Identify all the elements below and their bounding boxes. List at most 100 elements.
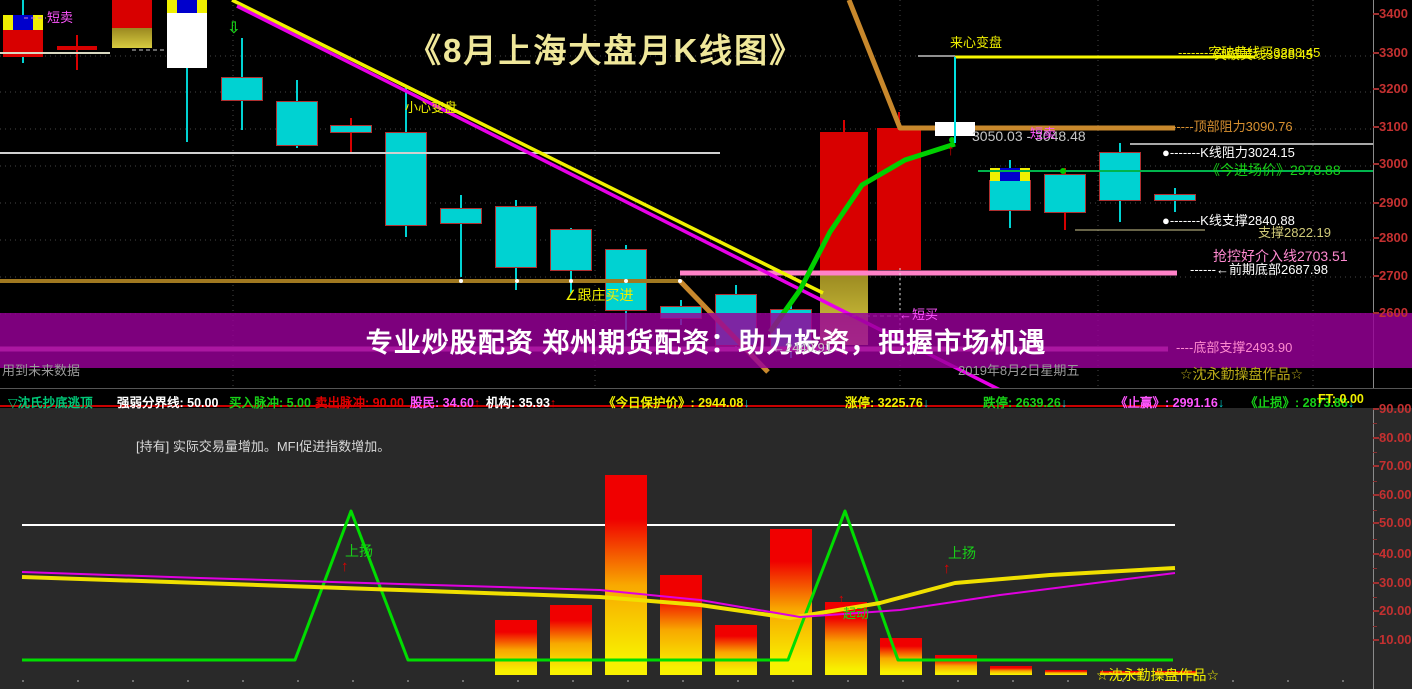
x-axis-tick-dot (1067, 680, 1069, 682)
indicator-axis-label: 70.00 (1379, 458, 1412, 473)
indicator-axis-label: 10.00 (1379, 632, 1412, 647)
ad-banner-text: 专业炒股配资 郑州期货配资：助力投资，把握市场机遇 (365, 328, 1047, 358)
candle-body (385, 132, 427, 226)
price-axis-label: 2900 (1379, 195, 1408, 210)
price-axis-label: 3000 (1379, 156, 1408, 171)
candle-wick (1174, 188, 1176, 212)
x-axis-tick-dot (407, 680, 409, 682)
candle-flag-marker (990, 168, 1030, 181)
candle-flag-center (13, 15, 33, 30)
indicator-axis-label: 20.00 (1379, 603, 1412, 618)
status-underline (0, 405, 1175, 407)
x-axis-tick-dot (847, 680, 849, 682)
x-axis-tick-dot (297, 680, 299, 682)
axis-tick (1373, 553, 1379, 555)
axis-minor-tick (1373, 626, 1377, 627)
candle-body (989, 180, 1031, 211)
indicator-axis-label: 30.00 (1379, 575, 1412, 590)
x-axis-tick-dot (627, 680, 629, 682)
status-arrow-icon: ↓ (1060, 396, 1068, 410)
axis-tick (1373, 494, 1379, 496)
candle-body (57, 46, 97, 50)
indicator-note: [持有] 实际交易量增加。MFI促进指数增加。 (136, 439, 391, 454)
x-axis-tick-dot (682, 680, 684, 682)
axis-minor-tick (1373, 452, 1377, 453)
axis-tick (1373, 13, 1379, 15)
indicator-status-bar[interactable]: ▽沈氏抄底逃顶 强弱分界线: 50.00 买入脉冲: 5.00 卖出脉冲: 90.00… (0, 388, 1412, 410)
indicator-axis-label: 60.00 (1379, 487, 1412, 502)
status-item-11: FT: 0.00 (1318, 392, 1364, 406)
status-item-8: 跌停: 2639.26↓ (983, 396, 1068, 410)
candle-flag-center (1000, 168, 1020, 181)
status-arrow-icon: ↓ (1217, 396, 1225, 410)
candle-body (330, 125, 372, 133)
candle-body (221, 77, 263, 101)
candle-body (877, 128, 921, 270)
volume-bar (825, 602, 867, 675)
x-axis-tick-dot (22, 680, 24, 682)
status-item-7: 涨停: 3225.76↓ (845, 396, 930, 410)
status-arrow-icon: ↓ (743, 396, 750, 410)
indicator-axis-label: 40.00 (1379, 546, 1412, 561)
axis-minor-tick (1373, 423, 1377, 424)
candle-body (167, 13, 207, 68)
axis-tick (1373, 465, 1379, 467)
axis-tick (1373, 275, 1379, 277)
volume-bar (605, 475, 647, 675)
candle-body (1099, 152, 1141, 201)
x-axis-tick-dot (132, 680, 134, 682)
candle-wick (350, 118, 352, 152)
x-axis-tick-dot (187, 680, 189, 682)
status-arrow-icon: ↓ (922, 396, 930, 410)
status-item-6: 《今日保护价》: 2944.08↓ (603, 396, 750, 410)
candle-flag-center (177, 0, 197, 13)
price-axis-label: 2600 (1379, 305, 1408, 320)
candle-body (550, 229, 592, 271)
x-axis-tick-dot (1342, 680, 1344, 682)
axis-tick (1373, 88, 1379, 90)
candle-body (276, 101, 318, 146)
threshold-50-line (22, 524, 1175, 526)
axis-minor-tick (1373, 510, 1377, 511)
candle-flag-marker (167, 0, 207, 13)
axis-tick (1373, 237, 1379, 239)
volume-bar (880, 638, 922, 675)
status-arrow-icon: ↓ (1347, 396, 1355, 410)
volume-bar (1155, 671, 1197, 675)
x-axis-tick-dot (1232, 680, 1234, 682)
axis-tick (1373, 312, 1379, 314)
volume-bar (715, 625, 757, 675)
volume-bar (1100, 671, 1142, 675)
price-axis-label: 3200 (1379, 81, 1408, 96)
x-axis-tick-dot (1177, 680, 1179, 682)
axis-tick (1373, 52, 1379, 54)
axis-tick (1373, 408, 1379, 410)
status-item-10: 《止损》: 2873.86↓ (1245, 396, 1355, 410)
axis-tick (1373, 163, 1379, 165)
candle-body (605, 249, 647, 311)
price-axis-label: 3400 (1379, 6, 1408, 21)
x-axis-tick-dot (572, 680, 574, 682)
volume-bar (1045, 670, 1087, 675)
axis-tick (1373, 522, 1379, 524)
status-item-4: 股民: 34.60↑ (410, 396, 481, 410)
x-axis-tick-dot (902, 680, 904, 682)
ad-banner[interactable]: 专业炒股配资 郑州期货配资：助力投资，把握市场机遇 (0, 313, 1412, 368)
x-axis-tick-dot (242, 680, 244, 682)
candle-wick (76, 35, 78, 70)
axis-tick (1373, 610, 1379, 612)
indicator-axis-label: 50.00 (1379, 515, 1412, 530)
status-item-9: 《止赢》: 2991.16↓ (1115, 396, 1225, 410)
volume-bar (770, 529, 812, 675)
status-item-3: 卖出脉冲: 90.00 (315, 396, 404, 410)
status-item-2: 买入脉冲: 5.00 (229, 396, 311, 410)
chart-title: 《8月上海大盘月K线图》 (408, 32, 805, 69)
axis-minor-tick (1373, 568, 1377, 569)
price-axis-label: 2700 (1379, 268, 1408, 283)
axis-tick (1373, 202, 1379, 204)
axis-minor-tick (1373, 597, 1377, 598)
axis-tick (1373, 582, 1379, 584)
x-axis-tick-dot (737, 680, 739, 682)
axis-minor-tick (1373, 539, 1377, 540)
